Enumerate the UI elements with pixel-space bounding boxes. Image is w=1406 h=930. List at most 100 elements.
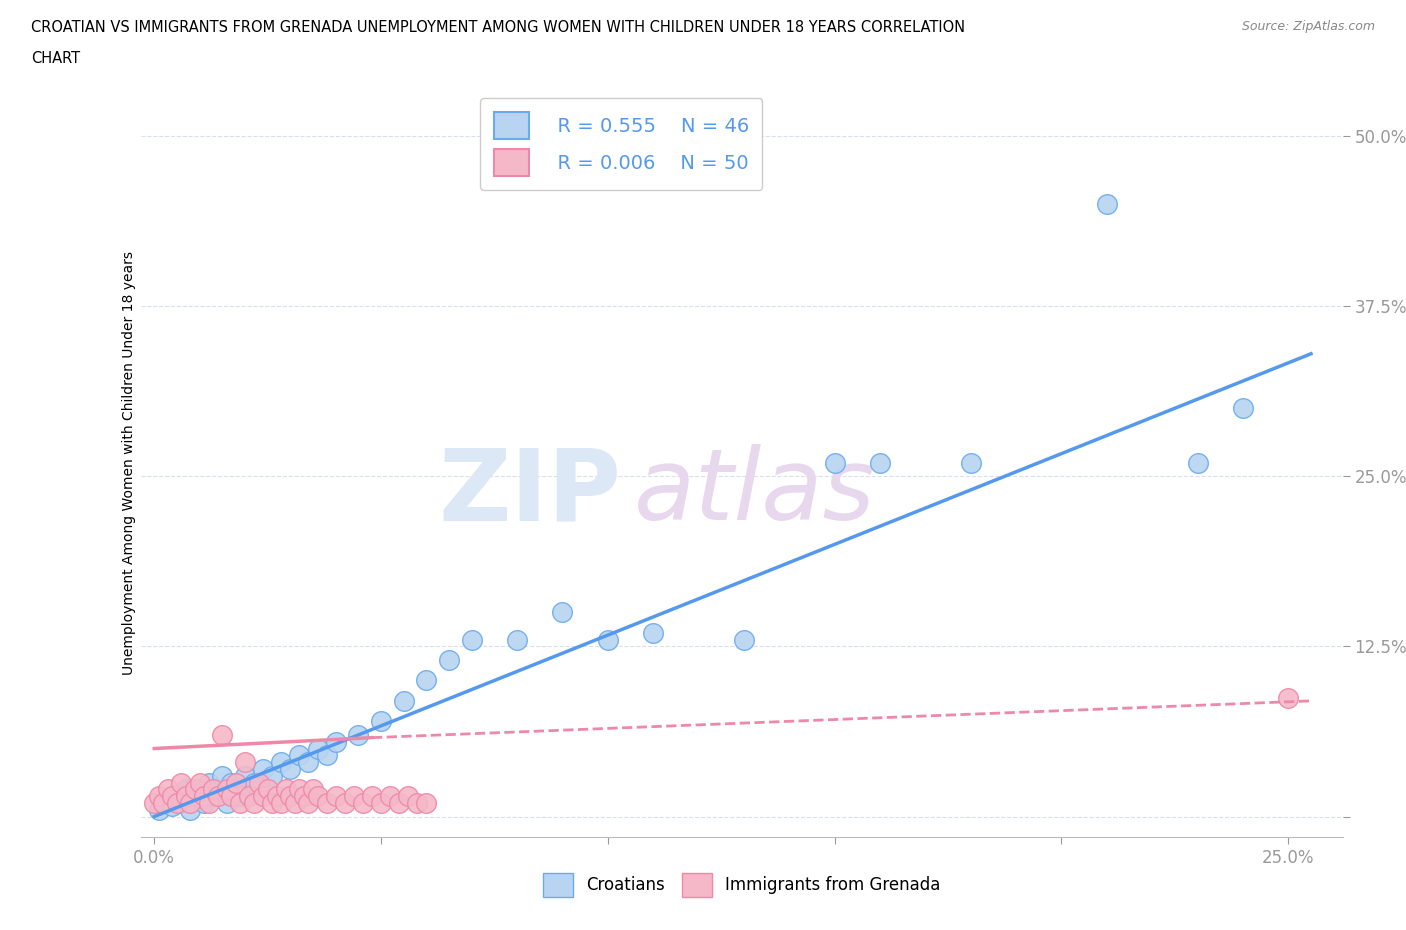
Point: [225, 775, 247, 790]
Point: [288, 782, 311, 797]
Point: [233, 755, 256, 770]
Point: [148, 789, 170, 804]
Point: [252, 762, 274, 777]
Point: [262, 795, 284, 810]
Point: [170, 775, 193, 790]
Point: [361, 789, 384, 804]
Point: [284, 795, 307, 810]
Point: [166, 795, 188, 810]
Point: [343, 789, 366, 804]
Point: [243, 775, 266, 790]
Point: [162, 798, 184, 813]
Point: [278, 789, 301, 804]
Point: [274, 782, 297, 797]
Point: [233, 768, 256, 783]
Point: [238, 789, 260, 804]
Point: [179, 803, 201, 817]
Point: [415, 795, 437, 810]
Point: [270, 795, 292, 810]
Point: [370, 714, 392, 729]
Point: [506, 632, 529, 647]
Point: [266, 789, 288, 804]
Point: [152, 795, 174, 810]
Point: [1095, 196, 1118, 211]
Point: [256, 782, 278, 797]
Point: [262, 768, 284, 783]
Point: [315, 795, 337, 810]
Point: [215, 782, 238, 797]
Point: [959, 456, 981, 471]
Point: [174, 782, 197, 797]
Point: [302, 782, 325, 797]
Point: [188, 775, 211, 790]
Point: [1187, 456, 1209, 471]
Point: [202, 782, 225, 797]
Point: [352, 795, 374, 810]
Point: [278, 762, 301, 777]
Point: [221, 789, 243, 804]
Text: CROATIAN VS IMMIGRANTS FROM GRENADA UNEMPLOYMENT AMONG WOMEN WITH CHILDREN UNDER: CROATIAN VS IMMIGRANTS FROM GRENADA UNEM…: [31, 20, 965, 35]
Point: [733, 632, 755, 647]
Point: [307, 789, 329, 804]
Point: [143, 795, 166, 810]
Point: [166, 789, 188, 804]
Point: [396, 789, 419, 804]
Point: [174, 789, 197, 804]
Point: [184, 789, 207, 804]
Point: [437, 653, 460, 668]
Point: [162, 789, 184, 804]
Point: [197, 795, 219, 810]
Point: [270, 755, 292, 770]
Point: [1232, 401, 1254, 416]
Point: [184, 782, 207, 797]
Point: [392, 694, 415, 709]
Point: [824, 456, 846, 471]
Point: [179, 795, 201, 810]
Point: [152, 795, 174, 810]
Point: [229, 789, 252, 804]
Point: [551, 605, 574, 620]
Point: [202, 789, 225, 804]
Point: [229, 795, 252, 810]
Point: [207, 789, 229, 804]
Point: [307, 741, 329, 756]
Point: [378, 789, 401, 804]
Point: [288, 748, 311, 763]
Point: [297, 795, 319, 810]
Point: [315, 748, 337, 763]
Point: [325, 735, 347, 750]
Point: [370, 795, 392, 810]
Point: [243, 795, 266, 810]
Legend: Croatians, Immigrants from Grenada: Croatians, Immigrants from Grenada: [536, 867, 948, 904]
Point: [406, 795, 429, 810]
Point: [207, 782, 229, 797]
Point: [197, 775, 219, 790]
Point: [193, 789, 215, 804]
Point: [869, 456, 891, 471]
Point: [643, 625, 665, 640]
Y-axis label: Unemployment Among Women with Children Under 18 years: Unemployment Among Women with Children U…: [122, 251, 136, 674]
Point: [297, 755, 319, 770]
Point: [292, 789, 315, 804]
Point: [252, 789, 274, 804]
Text: ZIP: ZIP: [439, 445, 621, 541]
Point: [211, 768, 233, 783]
Point: [211, 727, 233, 742]
Point: [325, 789, 347, 804]
Text: atlas: atlas: [634, 445, 875, 541]
Point: [347, 727, 370, 742]
Point: [333, 795, 356, 810]
Text: Source: ZipAtlas.com: Source: ZipAtlas.com: [1241, 20, 1375, 33]
Point: [247, 775, 270, 790]
Point: [461, 632, 484, 647]
Point: [188, 782, 211, 797]
Point: [156, 782, 179, 797]
Point: [215, 795, 238, 810]
Point: [193, 795, 215, 810]
Point: [148, 803, 170, 817]
Point: [170, 795, 193, 810]
Point: [1277, 691, 1299, 706]
Point: [225, 782, 247, 797]
Point: [221, 775, 243, 790]
Text: CHART: CHART: [31, 51, 80, 66]
